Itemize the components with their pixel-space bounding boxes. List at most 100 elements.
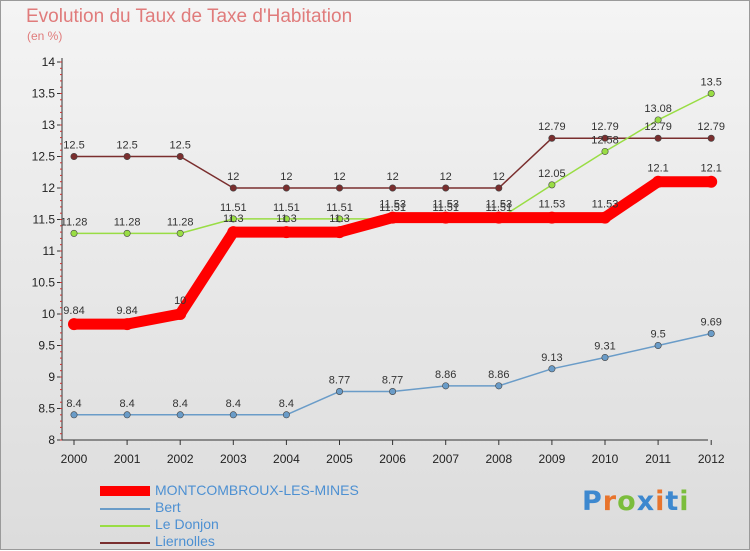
data-label: 11.3 — [329, 213, 350, 225]
y-tick-label: 12.5 — [32, 150, 56, 164]
data-label: 11.51 — [379, 202, 406, 214]
data-point — [548, 134, 556, 142]
data-point — [123, 411, 131, 419]
x-tick-label: 2010 — [592, 452, 619, 466]
data-point — [68, 318, 80, 331]
data-point — [229, 215, 237, 223]
logo-letter: t — [665, 486, 680, 517]
y-tick-label: 13.5 — [32, 87, 56, 101]
data-point — [386, 211, 399, 224]
x-tick-label: 2003 — [220, 452, 247, 466]
data-label: 12.5 — [63, 140, 84, 152]
data-label: 12 — [280, 171, 292, 183]
legend-swatch — [100, 542, 150, 544]
data-point — [442, 382, 450, 390]
data-point — [601, 147, 609, 155]
series-layer — [68, 90, 718, 419]
data-point — [121, 318, 134, 331]
data-label: 12.79 — [538, 121, 566, 133]
logo-letter: r — [602, 486, 618, 517]
data-label: 11.28 — [114, 216, 141, 228]
data-label: 9.31 — [594, 340, 615, 352]
data-point — [492, 211, 505, 224]
data-point — [705, 175, 718, 188]
x-tick-label: 2007 — [432, 452, 459, 466]
data-label: 8.4 — [119, 398, 134, 410]
data-point — [176, 411, 184, 419]
data-label: 12 — [333, 171, 345, 183]
y-tick-label: 14 — [42, 55, 56, 69]
data-label: 12.1 — [700, 163, 721, 175]
data-point — [707, 134, 715, 142]
data-label: 8.86 — [488, 369, 509, 381]
data-point — [123, 229, 131, 237]
data-label: 9.69 — [700, 317, 721, 329]
legend-label: MONTCOMBROUX-LES-MINES — [155, 482, 359, 498]
data-label: 12.5 — [169, 140, 190, 152]
data-label: 11.53 — [592, 199, 619, 211]
data-label: 9.13 — [541, 352, 562, 364]
logo-letter: x — [636, 486, 656, 517]
data-point — [654, 341, 662, 349]
y-tick-label: 8 — [48, 433, 55, 447]
data-label: 13.5 — [700, 77, 721, 89]
data-point — [707, 90, 715, 98]
x-tick-label: 2005 — [326, 452, 353, 466]
data-label: 11.28 — [167, 216, 194, 228]
data-label: 12.79 — [591, 121, 619, 133]
legend-label: Le Donjon — [155, 516, 219, 532]
data-label: 9.84 — [116, 305, 137, 317]
y-tick-label: 11.5 — [33, 213, 56, 227]
y-tick-label: 8.5 — [38, 402, 55, 416]
y-tick-label: 9.5 — [38, 339, 55, 353]
data-label: 11.28 — [61, 216, 88, 228]
data-point — [176, 229, 184, 237]
x-tick-label: 2006 — [379, 452, 406, 466]
data-point — [654, 116, 662, 124]
logo-letter: i — [679, 486, 690, 517]
data-label: 8.77 — [382, 374, 403, 386]
logo-letter: o — [617, 486, 637, 517]
data-point — [227, 226, 240, 239]
data-label: 12.05 — [538, 168, 566, 180]
x-tick-label: 2001 — [114, 452, 141, 466]
data-point — [280, 226, 293, 239]
legend-label: Bert — [155, 499, 181, 515]
data-point — [601, 134, 609, 142]
data-point — [70, 229, 78, 237]
data-label: 12.1 — [647, 163, 668, 175]
data-point — [335, 215, 343, 223]
data-point — [229, 411, 237, 419]
data-label: 12 — [440, 171, 452, 183]
data-label: 12.5 — [116, 140, 137, 152]
data-label: 12.79 — [644, 121, 672, 133]
data-label: 11.53 — [485, 199, 512, 211]
data-point — [389, 387, 397, 395]
x-tick-label: 2008 — [485, 452, 512, 466]
proxiti-logo: Proxiti — [582, 486, 690, 517]
data-label: 8.77 — [329, 374, 350, 386]
x-tick-label: 2000 — [61, 452, 88, 466]
data-label: 12 — [227, 171, 239, 183]
data-label: 8.86 — [435, 369, 456, 381]
data-point — [442, 184, 450, 192]
x-tick-label: 2004 — [273, 452, 300, 466]
data-point — [548, 365, 556, 373]
data-label: 8.4 — [226, 398, 241, 410]
data-label: 11.51 — [220, 202, 247, 214]
legend-swatch — [100, 486, 150, 496]
x-tick-label: 2011 — [645, 452, 671, 466]
data-point — [70, 153, 78, 161]
data-point — [123, 153, 131, 161]
data-label: 12.58 — [591, 134, 619, 146]
data-point — [495, 382, 503, 390]
data-label: 9.5 — [650, 329, 665, 341]
data-point — [389, 184, 397, 192]
legend-swatch — [100, 525, 150, 527]
y-tick-label: 10.5 — [32, 276, 56, 290]
data-label: 11.51 — [432, 202, 459, 214]
data-label: 8.4 — [279, 398, 294, 410]
